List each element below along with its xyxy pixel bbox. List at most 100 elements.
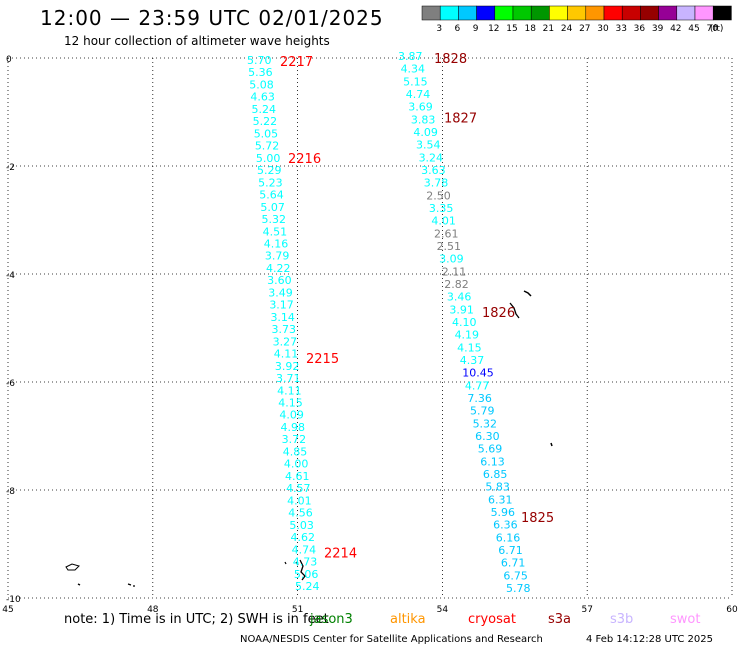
x-tick-label: 48 (147, 605, 159, 615)
swh-value: 4.37 (460, 354, 485, 367)
y-tick-label: -4 (6, 271, 15, 281)
legend-label: 3 (436, 24, 442, 34)
island-outlines (65, 290, 553, 587)
swh-value: 3.78 (424, 177, 449, 190)
x-tick-label: 45 (2, 605, 13, 615)
swh-value: 5.08 (249, 78, 273, 91)
legend-label: 45 (688, 24, 699, 34)
x-tick-label: 60 (726, 605, 738, 615)
swh-value: 4.98 (280, 421, 305, 434)
legend-label: 39 (652, 24, 664, 34)
legend-swatch (694, 5, 714, 21)
pass-time-label: 2216 (288, 152, 321, 167)
swh-value: 4.85 (283, 445, 308, 458)
swh-value: 3.49 (268, 286, 293, 299)
color-legend: 3 6 9 12 15 18 21 24 27 30 33 36 39 42 45 70(ft) (421, 5, 732, 34)
swh-value: 5.23 (258, 176, 283, 189)
swh-value: 5.72 (255, 140, 280, 153)
swh-value: 4.16 (264, 237, 289, 250)
swh-value: 3.92 (275, 360, 300, 373)
legend-unit: (ft) (710, 24, 724, 34)
swh-value: 4.22 (266, 262, 291, 275)
swh-value: 6.71 (501, 557, 526, 570)
swh-value: 6.16 (496, 531, 521, 544)
legend-label: 70 (706, 24, 718, 34)
legend-label: 9 (473, 24, 479, 34)
swh-value: 3.60 (267, 274, 292, 287)
swh-value: 3.46 (447, 291, 472, 304)
swh-value: 5.22 (253, 115, 278, 128)
swh-value: 5.07 (260, 201, 285, 214)
legend-label: 15 (506, 24, 517, 34)
legend-label: 24 (561, 24, 573, 34)
swh-value: 6.75 (503, 569, 528, 582)
swh-value: 3.83 (411, 113, 436, 126)
swh-value: 5.29 (257, 164, 282, 177)
track-1825-1828: 3.874.345.154.743.693.834.093.543.243.63… (398, 50, 554, 595)
swh-value: 4.34 (401, 63, 426, 76)
swh-value: 4.01 (287, 494, 312, 507)
footnote: note: 1) Time is in UTC; 2) SWH is in fe… (64, 612, 329, 627)
legend-label: 27 (579, 24, 590, 34)
swh-value: 10.45 (462, 367, 494, 380)
swh-value: 5.00 (256, 152, 281, 165)
swh-value: 5.78 (506, 582, 531, 595)
swh-value: 3.17 (269, 299, 294, 312)
y-tick-label: -2 (6, 163, 15, 173)
swh-value: 4.51 (263, 225, 288, 238)
satellite-altika: altika (390, 612, 426, 627)
swh-value: 4.73 (293, 556, 318, 569)
swh-value: 3.73 (272, 323, 297, 336)
swh-value: 5.96 (491, 506, 515, 519)
pass-time-label: 2215 (306, 352, 339, 367)
swh-value: 6.13 (480, 455, 505, 468)
swh-value: 2.61 (434, 227, 459, 240)
swh-value: 6.30 (475, 430, 500, 443)
legend-swatch (676, 5, 696, 21)
swh-value: 3.14 (270, 311, 295, 324)
swh-value: 6.85 (483, 468, 508, 481)
satellite-s3b: s3b (610, 612, 634, 627)
swh-value: 4.11 (274, 348, 299, 361)
swh-value: 4.15 (457, 341, 482, 354)
swh-value: 5.15 (403, 75, 428, 88)
swh-value: 5.70 (247, 54, 272, 67)
satellite-swot: swot (670, 612, 701, 627)
swh-value: 3.27 (273, 335, 298, 348)
swh-value: 5.64 (259, 189, 284, 202)
satellite-cryosat: cryosat (468, 612, 516, 627)
swh-value: 3.09 (439, 253, 464, 266)
pass-time-label: 2217 (280, 55, 313, 70)
legend-swatch (658, 5, 678, 21)
legend-swatch (603, 5, 623, 21)
swh-value: 4.56 (288, 507, 313, 520)
legend-label: 21 (543, 24, 554, 34)
map-title: 12:00 — 23:59 UTC 02/01/2025 (40, 6, 384, 30)
swh-value: 4.15 (278, 397, 303, 410)
pass-time-label: 1828 (434, 52, 467, 67)
swh-value: 5.03 (289, 519, 314, 532)
swh-value: 2.11 (442, 265, 467, 278)
swh-value: 4.63 (250, 91, 274, 104)
legend-swatch (494, 5, 514, 21)
x-tick-label: 57 (581, 605, 592, 615)
legend-swatch (512, 5, 532, 21)
swh-value: 7.36 (467, 392, 492, 405)
legend-label: 42 (670, 24, 681, 34)
y-tick-label: 0 (6, 55, 12, 65)
legend-label: 18 (524, 24, 536, 34)
legend-swatch (585, 5, 605, 21)
swh-value: 6.36 (493, 519, 517, 532)
legend-swatch (621, 5, 641, 21)
swh-value: 5.32 (262, 213, 287, 226)
swh-value: 5.69 (478, 443, 503, 456)
map-grid: 45 48 51 54 57 60 0 -2 -4 -6 -8 -10 (2, 55, 738, 615)
swh-value: 3.63 (421, 164, 446, 177)
swh-value: 6.31 (488, 493, 513, 506)
legend-swatch (712, 5, 732, 21)
swh-value: 3.35 (429, 202, 454, 215)
y-tick-label: -8 (6, 487, 15, 497)
pass-time-label: 2214 (324, 546, 357, 561)
generated-timestamp: 4 Feb 14:12:28 UTC 2025 (586, 634, 713, 645)
